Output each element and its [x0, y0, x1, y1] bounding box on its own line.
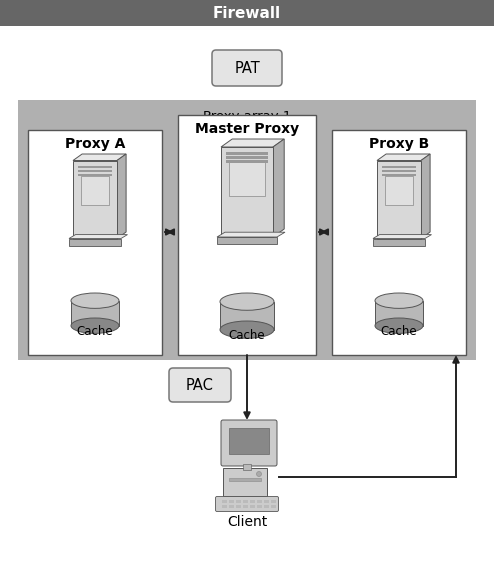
- Polygon shape: [273, 139, 284, 237]
- Bar: [236, 500, 241, 503]
- FancyBboxPatch shape: [215, 496, 279, 512]
- Ellipse shape: [375, 318, 423, 333]
- Text: PAT: PAT: [234, 61, 260, 76]
- Bar: [243, 504, 248, 508]
- Bar: [243, 500, 248, 503]
- Bar: [69, 238, 121, 246]
- Bar: [222, 504, 227, 508]
- FancyBboxPatch shape: [212, 50, 282, 86]
- Bar: [217, 237, 277, 244]
- Bar: [18, 100, 476, 360]
- Text: Master Proxy: Master Proxy: [195, 122, 299, 136]
- Ellipse shape: [220, 321, 274, 338]
- Bar: [71, 301, 119, 326]
- Text: Proxy A: Proxy A: [65, 137, 125, 151]
- Ellipse shape: [71, 293, 119, 309]
- Bar: [81, 176, 109, 205]
- Bar: [221, 147, 273, 237]
- Text: Cache: Cache: [77, 324, 113, 338]
- Bar: [382, 173, 416, 176]
- Bar: [229, 478, 261, 481]
- FancyBboxPatch shape: [169, 368, 231, 402]
- Polygon shape: [377, 154, 430, 160]
- Bar: [0, 0, 494, 26]
- Bar: [229, 162, 265, 196]
- Text: Cache: Cache: [229, 329, 265, 342]
- Bar: [222, 500, 227, 503]
- Bar: [226, 152, 268, 154]
- Bar: [229, 428, 269, 454]
- Bar: [377, 160, 421, 238]
- Circle shape: [256, 471, 261, 476]
- Ellipse shape: [71, 318, 119, 333]
- Text: Cache: Cache: [381, 324, 417, 338]
- Text: Firewall: Firewall: [213, 6, 281, 21]
- Text: Client: Client: [227, 515, 267, 529]
- Text: PAC: PAC: [186, 378, 214, 393]
- Bar: [28, 130, 162, 355]
- Bar: [226, 156, 268, 159]
- Bar: [220, 302, 274, 330]
- Bar: [243, 464, 251, 470]
- Polygon shape: [117, 154, 126, 238]
- Bar: [382, 169, 416, 172]
- Text: Proxy array 1: Proxy array 1: [203, 109, 291, 122]
- Text: Proxy B: Proxy B: [369, 137, 429, 151]
- Bar: [229, 504, 234, 508]
- Bar: [250, 504, 255, 508]
- Polygon shape: [373, 234, 431, 238]
- Polygon shape: [421, 154, 430, 238]
- Bar: [271, 504, 276, 508]
- Bar: [229, 500, 234, 503]
- Bar: [178, 115, 316, 355]
- Bar: [257, 504, 262, 508]
- Bar: [73, 160, 117, 238]
- Bar: [271, 500, 276, 503]
- Polygon shape: [73, 154, 126, 160]
- Bar: [257, 500, 262, 503]
- Bar: [78, 173, 112, 176]
- Bar: [264, 500, 269, 503]
- Bar: [375, 301, 423, 326]
- Bar: [226, 160, 268, 163]
- Ellipse shape: [375, 293, 423, 309]
- Bar: [78, 165, 112, 168]
- Bar: [223, 468, 267, 496]
- Polygon shape: [217, 232, 285, 237]
- Bar: [373, 238, 425, 246]
- Bar: [332, 130, 466, 355]
- Bar: [382, 165, 416, 168]
- Polygon shape: [221, 139, 284, 147]
- Bar: [264, 504, 269, 508]
- Bar: [236, 504, 241, 508]
- Ellipse shape: [220, 293, 274, 310]
- Bar: [385, 176, 413, 205]
- Bar: [250, 500, 255, 503]
- FancyBboxPatch shape: [221, 420, 277, 466]
- Polygon shape: [69, 234, 127, 238]
- Bar: [78, 169, 112, 172]
